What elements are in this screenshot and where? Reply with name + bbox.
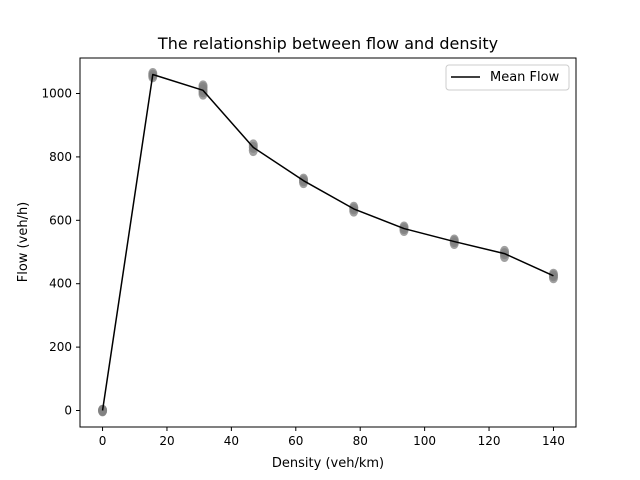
sample-point-9-2 — [548, 270, 558, 282]
y-tick-label-800: 800 — [49, 150, 72, 164]
chart-title: The relationship between flow and densit… — [157, 34, 498, 53]
y-axis-ticks: 0 200 400 600 800 1000 — [41, 87, 80, 418]
x-tick-label-140: 140 — [542, 434, 565, 448]
x-tick-label-60: 60 — [288, 434, 303, 448]
mean-flow-line-layer — [101, 73, 554, 411]
x-tick-label-80: 80 — [353, 434, 368, 448]
y-tick-label-200: 200 — [49, 340, 72, 354]
y-tick-label-1000: 1000 — [41, 87, 72, 101]
mean-flow-line — [101, 73, 554, 411]
x-tick-label-120: 120 — [478, 434, 501, 448]
legend-box — [445, 64, 570, 91]
y-tick-label-600: 600 — [49, 213, 72, 227]
x-tick-label-0: 0 — [99, 434, 107, 448]
legend-label-mean-flow: Mean Flow — [490, 70, 560, 85]
y-axis-label: Flow (veh/h) — [16, 202, 31, 283]
x-tick-label-20: 20 — [159, 434, 174, 448]
x-tick-label-100: 100 — [413, 434, 436, 448]
x-axis-ticks: 0 20 40 60 80 100 120 140 — [99, 427, 565, 448]
y-tick-label-400: 400 — [49, 277, 72, 291]
plot-frame — [79, 57, 577, 428]
legend: Mean Flow — [445, 64, 570, 91]
y-tick-label-0: 0 — [64, 404, 72, 418]
x-axis-label: Density (veh/km) — [272, 456, 384, 471]
sample-points — [98, 68, 558, 417]
x-tick-label-40: 40 — [224, 434, 239, 448]
